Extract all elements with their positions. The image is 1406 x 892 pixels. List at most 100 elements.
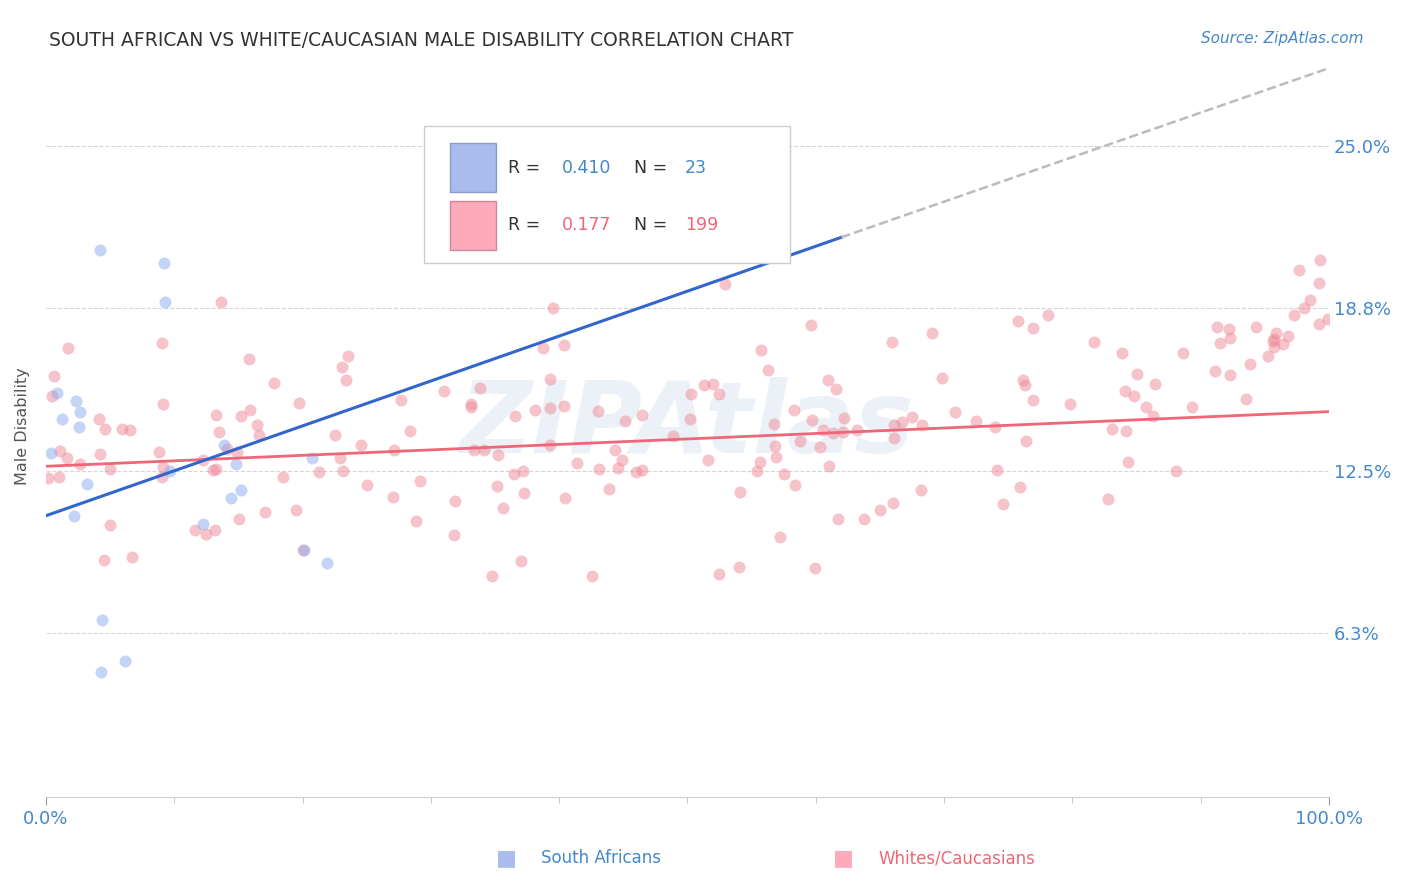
Point [1308, 277, 1330, 291]
Point [65, 394, 87, 409]
Point [1209, 335, 1232, 350]
Point [1011, 373, 1033, 387]
Point [818, 458, 841, 473]
Point [882, 496, 904, 510]
Point [208, 425, 231, 439]
Y-axis label: Male Disability: Male Disability [15, 368, 30, 485]
Point [1171, 345, 1194, 359]
Point [763, 439, 786, 453]
Point [883, 432, 905, 446]
Text: R =: R = [508, 216, 546, 234]
Text: 0.177: 0.177 [562, 216, 612, 234]
Point [827, 512, 849, 526]
Point [209, 294, 232, 309]
Point [271, 470, 294, 484]
Point [1263, 334, 1285, 348]
Point [246, 417, 269, 432]
Point [811, 423, 834, 437]
Point [1244, 319, 1267, 334]
Text: 199: 199 [685, 216, 718, 234]
Point [823, 426, 845, 441]
Point [707, 387, 730, 401]
Point [541, 301, 564, 316]
Point [492, 501, 515, 516]
Point [238, 351, 260, 366]
Point [1206, 319, 1229, 334]
Point [832, 425, 855, 439]
Point [900, 409, 922, 424]
Point [943, 405, 966, 419]
Point [152, 396, 174, 410]
Point [749, 455, 772, 469]
Point [332, 464, 354, 478]
Point [150, 336, 173, 351]
Point [460, 400, 482, 414]
Text: ZIPAtlas: ZIPAtlas [460, 377, 915, 475]
Point [588, 461, 610, 475]
Point [263, 376, 285, 391]
Point [554, 491, 576, 505]
Point [93, 552, 115, 566]
Point [965, 414, 987, 428]
Point [931, 371, 953, 385]
Point [239, 403, 262, 417]
Point [808, 440, 831, 454]
Point [1101, 422, 1123, 436]
Point [443, 493, 465, 508]
Point [58, 342, 80, 356]
Point [76, 477, 98, 491]
Point [606, 461, 628, 475]
Point [702, 376, 724, 391]
Point [291, 542, 314, 557]
Point [194, 526, 217, 541]
Point [1204, 364, 1226, 378]
Point [152, 460, 174, 475]
Point [486, 448, 509, 462]
Point [503, 409, 526, 423]
Point [693, 378, 716, 392]
Point [749, 343, 772, 357]
Point [120, 423, 142, 437]
Point [662, 428, 685, 442]
Point [1234, 392, 1257, 407]
Point [825, 382, 848, 396]
Point [1309, 253, 1331, 268]
Point [803, 561, 825, 575]
Point [630, 463, 652, 477]
Point [205, 462, 228, 476]
Point [1142, 409, 1164, 424]
Point [335, 373, 357, 387]
Point [1111, 345, 1133, 359]
Point [48, 443, 70, 458]
Point [202, 463, 225, 477]
Point [399, 424, 422, 438]
Point [94, 422, 117, 436]
Point [98, 462, 121, 476]
Point [37, 470, 59, 484]
Point [45, 386, 67, 401]
Point [225, 444, 247, 458]
Point [783, 403, 806, 417]
Point [890, 415, 912, 429]
Point [1219, 368, 1241, 383]
Point [1083, 334, 1105, 349]
Point [986, 463, 1008, 477]
Point [1059, 397, 1081, 411]
Point [538, 401, 561, 415]
Point [1263, 332, 1285, 346]
FancyBboxPatch shape [450, 143, 496, 192]
Point [193, 453, 215, 467]
Point [553, 338, 575, 352]
Text: N =: N = [634, 159, 672, 177]
Point [1308, 317, 1330, 331]
Point [882, 335, 904, 350]
Point [470, 380, 492, 394]
Point [1282, 308, 1305, 322]
Point [114, 655, 136, 669]
Point [1263, 340, 1285, 354]
Point [1299, 293, 1322, 307]
Point [1116, 455, 1139, 469]
Point [463, 442, 485, 457]
Point [98, 518, 121, 533]
Point [1239, 357, 1261, 371]
